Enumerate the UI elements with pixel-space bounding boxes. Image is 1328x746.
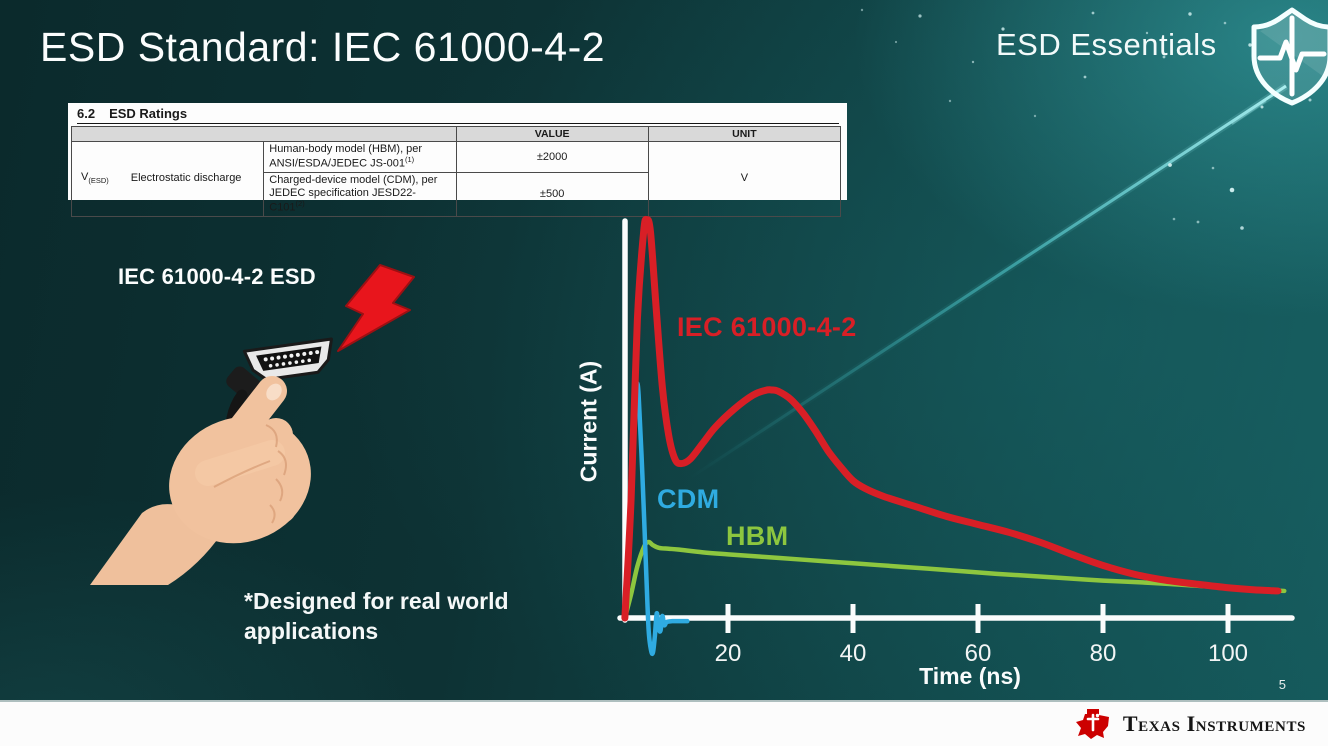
- ratings-heading: 6.2 ESD Ratings: [77, 106, 839, 124]
- hand-connector-graphic: [90, 264, 415, 585]
- light-beam: [689, 84, 1287, 480]
- shield-pulse-icon: [1251, 7, 1328, 106]
- esd-ratings-table: VALUE UNIT V(ESD) Electrostatic discharg…: [70, 125, 842, 217]
- page-number: 5: [1278, 677, 1286, 692]
- symbol-cell: V(ESD) Electrostatic discharge: [70, 141, 265, 217]
- hdmi-connector: [242, 337, 333, 381]
- header-empty: [71, 125, 457, 143]
- svg-text:60: 60: [965, 640, 992, 667]
- hbm-desc-cell: Human-body model (HBM), per ANSI/ESDA/JE…: [263, 141, 457, 173]
- table-row: V(ESD) Electrostatic discharge Human-bod…: [70, 141, 842, 217]
- svg-text:20: 20: [715, 640, 742, 667]
- y-axis-label: Current (A): [575, 360, 602, 483]
- unit-cell: V: [647, 141, 842, 217]
- page-title: ESD Standard: IEC 61000-4-2: [40, 24, 606, 70]
- x-axis-label: Time (ns): [919, 663, 1021, 689]
- header-unit: UNIT: [647, 125, 842, 143]
- row-label: Electrostatic discharge: [130, 172, 242, 185]
- section-title: ESD Ratings: [109, 106, 188, 121]
- header-value: VALUE: [455, 125, 649, 143]
- symbol: V(ESD): [81, 171, 109, 186]
- table-row: Charged-device model (CDM), per JEDEC sp…: [72, 171, 841, 217]
- background-decor: [688, 8, 1312, 481]
- footnote: *Designed for real world applications: [244, 588, 509, 644]
- brand-name: Texas Instruments: [1122, 711, 1306, 736]
- program-name: ESD Essentials: [996, 27, 1217, 62]
- svg-text:100: 100: [1208, 640, 1248, 667]
- esd-waveform-chart: 20 40 60 80 100: [617, 215, 1295, 667]
- star-dots: [860, 8, 1312, 230]
- svg-text:80: 80: [1090, 640, 1117, 667]
- svg-text:40: 40: [840, 640, 867, 667]
- light-ray: [1231, 100, 1267, 125]
- hand: [90, 376, 311, 585]
- series-label-iec: IEC 61000-4-2: [677, 312, 857, 342]
- footer-bar: Texas Instruments: [0, 700, 1328, 746]
- series-label-hbm: HBM: [726, 521, 789, 551]
- section-number: 6.2: [77, 106, 96, 121]
- illustration-label: IEC 61000-4-2 ESD: [118, 264, 316, 289]
- ratings-card: 6.2 ESD Ratings VALUE UNIT V(ESD) Electr…: [68, 103, 847, 217]
- cdm-value-cell: ±500: [455, 171, 649, 217]
- ti-logo-icon: [1075, 709, 1109, 739]
- hbm-value-cell: ±2000: [455, 141, 649, 173]
- lightning-bolt-icon: [337, 264, 415, 352]
- series-label-cdm: CDM: [657, 484, 720, 514]
- table-header-row: VALUE UNIT: [71, 125, 842, 143]
